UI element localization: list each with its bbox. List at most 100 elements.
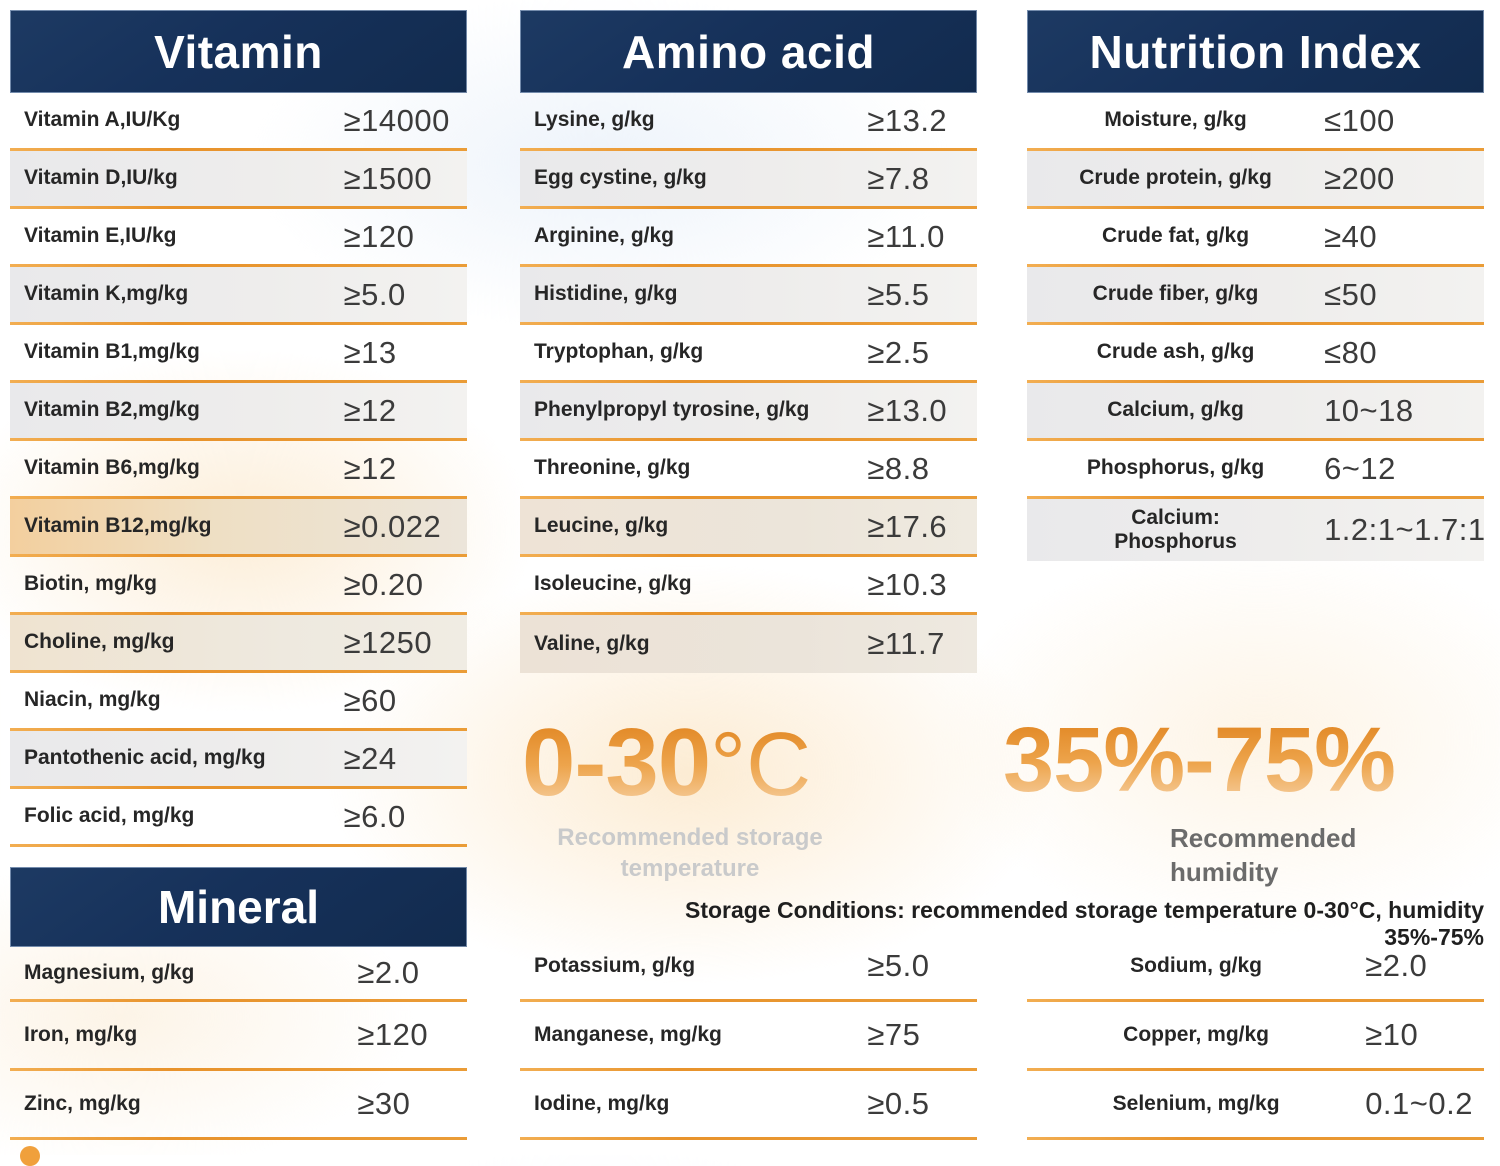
row-value: ≥2.0 <box>1365 948 1428 983</box>
row-value: ≥8.8 <box>867 450 930 486</box>
table-row: Crude fat, g/kg ≥40 <box>1027 209 1484 267</box>
mineral-table-header: Mineral <box>10 867 467 947</box>
storage-temperature-callout: 0-30°C <box>522 708 811 818</box>
row-value: 6~12 <box>1324 450 1396 486</box>
table-row: Phosphorus, g/kg 6~12 <box>1027 441 1484 499</box>
row-value: ≥10 <box>1365 1017 1419 1052</box>
row-value: ≥1250 <box>343 624 433 660</box>
row-value: ≥120 <box>343 218 415 254</box>
row-label: Vitamin B12,mg/kg <box>24 514 212 538</box>
row-label: Vitamin B2,mg/kg <box>24 398 200 422</box>
table-row: Tryptophan, g/kg ≥2.5 <box>520 325 977 383</box>
row-value: ≥12 <box>343 392 397 428</box>
row-label: Isoleucine, g/kg <box>534 572 692 596</box>
row-label: Crude ash, g/kg <box>1096 340 1255 364</box>
row-label: Potassium, g/kg <box>534 953 696 977</box>
table-row: Isoleucine, g/kg ≥10.3 <box>520 557 977 615</box>
vitamin-table-title: Vitamin <box>154 25 323 78</box>
table-row: Leucine, g/kg ≥17.6 <box>520 499 977 557</box>
table-row: Manganese, mg/kg ≥75 <box>520 1002 977 1071</box>
table-row: Lysine, g/kg ≥13.2 <box>520 93 977 151</box>
table-row: Biotin, mg/kg ≥0.20 <box>10 557 467 615</box>
row-label: Lysine, g/kg <box>534 108 655 132</box>
storage-temperature-caption: Recommended storage temperature <box>557 824 823 883</box>
row-value: ≥13 <box>343 334 397 370</box>
row-label: Vitamin B6,mg/kg <box>24 456 200 480</box>
row-label: Vitamin B1,mg/kg <box>24 340 200 364</box>
table-row: Pantothenic acid, mg/kg ≥24 <box>10 731 467 789</box>
table-row: Vitamin E,IU/kg ≥120 <box>10 209 467 267</box>
row-label: Phosphorus, g/kg <box>1086 456 1265 480</box>
table-row: Crude fiber, g/kg ≤50 <box>1027 267 1484 325</box>
row-value: ≤50 <box>1324 276 1378 312</box>
row-value: ≥24 <box>343 740 397 776</box>
row-label: Selenium, mg/kg <box>1112 1091 1280 1115</box>
table-row: Moisture, g/kg ≤100 <box>1027 93 1484 151</box>
row-value: ≥5.0 <box>343 276 406 312</box>
row-value: ≥13.0 <box>867 392 948 428</box>
row-label: Crude fiber, g/kg <box>1092 282 1259 306</box>
row-value: ≥2.5 <box>867 334 930 370</box>
storage-temperature-value: 0-30 <box>522 709 711 816</box>
table-row: Zinc, mg/kg ≥30 <box>10 1071 467 1140</box>
row-label: Vitamin A,IU/Kg <box>24 108 181 132</box>
row-label: Egg cystine, g/kg <box>534 166 707 190</box>
table-row: Crude protein, g/kg ≥200 <box>1027 151 1484 209</box>
row-value: ≥13.2 <box>867 102 948 138</box>
row-label: Phenylpropyl tyrosine, g/kg <box>534 398 810 422</box>
mineral-table-mid-rows: Potassium, g/kg ≥5.0 Manganese, mg/kg ≥75 Io… <box>520 933 977 1140</box>
row-value: ≥0.022 <box>343 508 442 544</box>
row-label: Threonine, g/kg <box>534 456 691 480</box>
table-row: Selenium, mg/kg 0.1~0.2 <box>1027 1071 1484 1140</box>
vitamin-table: Vitamin Vitamin A,IU/Kg ≥14000 Vitamin D,I… <box>10 10 467 847</box>
row-value: 1.2:1~1.7:1 <box>1324 512 1486 547</box>
row-value: ≥0.5 <box>867 1086 930 1121</box>
vitamin-table-rows: Vitamin A,IU/Kg ≥14000 Vitamin D,IU/kg ≥150… <box>10 93 467 847</box>
row-label: Vitamin E,IU/kg <box>24 224 177 248</box>
table-row: Magnesium, g/kg ≥2.0 <box>10 947 467 1002</box>
row-value: 0.1~0.2 <box>1365 1086 1473 1121</box>
amino-acid-table-header: Amino acid <box>520 10 977 93</box>
row-label: Vitamin K,mg/kg <box>24 282 189 306</box>
row-value: ≥17.6 <box>867 508 948 544</box>
orange-dot-decoration <box>20 1146 40 1166</box>
table-row: Potassium, g/kg ≥5.0 <box>520 933 977 1002</box>
table-row: Calcium: Phosphorus 1.2:1~1.7:1 <box>1027 499 1486 561</box>
vitamin-table-header: Vitamin <box>10 10 467 93</box>
row-value: ≥11.0 <box>867 218 945 254</box>
row-label: Zinc, mg/kg <box>24 1091 141 1115</box>
amino-acid-table-rows: Lysine, g/kg ≥13.2 Egg cystine, g/kg ≥7.8 Ar… <box>520 93 977 673</box>
table-row: Vitamin K,mg/kg ≥5.0 <box>10 267 467 325</box>
nutrition-index-table-rows: Moisture, g/kg ≤100 Crude protein, g/kg ≥20… <box>1027 93 1486 561</box>
row-label: Crude protein, g/kg <box>1079 166 1272 190</box>
row-label: Sodium, g/kg <box>1130 953 1263 977</box>
row-label: Tryptophan, g/kg <box>534 340 704 364</box>
row-value: ≥200 <box>1324 160 1395 196</box>
table-row: Niacin, mg/kg ≥60 <box>10 673 467 731</box>
storage-conditions-text: Storage Conditions: recommended storage … <box>684 897 1484 950</box>
row-value: ≥2.0 <box>357 955 420 990</box>
nutrition-index-table: Nutrition Index Moisture, g/kg ≤100 Crude … <box>1027 10 1486 561</box>
row-value: ≤100 <box>1324 102 1395 138</box>
table-row: Threonine, g/kg ≥8.8 <box>520 441 977 499</box>
table-row: Vitamin D,IU/kg ≥1500 <box>10 151 467 209</box>
row-value: ≥14000 <box>343 102 450 138</box>
nutrition-index-table-title: Nutrition Index <box>1089 25 1422 78</box>
table-row: Sodium, g/kg ≥2.0 <box>1027 933 1484 1002</box>
table-row: Calcium, g/kg 10~18 <box>1027 383 1484 441</box>
row-value: ≥75 <box>867 1017 921 1052</box>
row-label: Pantothenic acid, mg/kg <box>24 746 266 770</box>
table-row: Iodine, mg/kg ≥0.5 <box>520 1071 977 1140</box>
table-row: Histidine, g/kg ≥5.5 <box>520 267 977 325</box>
table-row: Egg cystine, g/kg ≥7.8 <box>520 151 977 209</box>
table-row: Copper, mg/kg ≥10 <box>1027 1002 1484 1071</box>
row-label: Arginine, g/kg <box>534 224 675 248</box>
table-row: Vitamin B2,mg/kg ≥12 <box>10 383 467 441</box>
row-label: Copper, mg/kg <box>1123 1022 1270 1046</box>
amino-acid-table: Amino acid Lysine, g/kg ≥13.2 Egg cystine,… <box>520 10 977 673</box>
table-row: Folic acid, mg/kg ≥6.0 <box>10 789 467 847</box>
row-label: Leucine, g/kg <box>534 514 669 538</box>
row-value: ≥0.20 <box>343 566 424 602</box>
row-label: Biotin, mg/kg <box>24 572 157 596</box>
row-value: ≥5.0 <box>867 948 930 983</box>
